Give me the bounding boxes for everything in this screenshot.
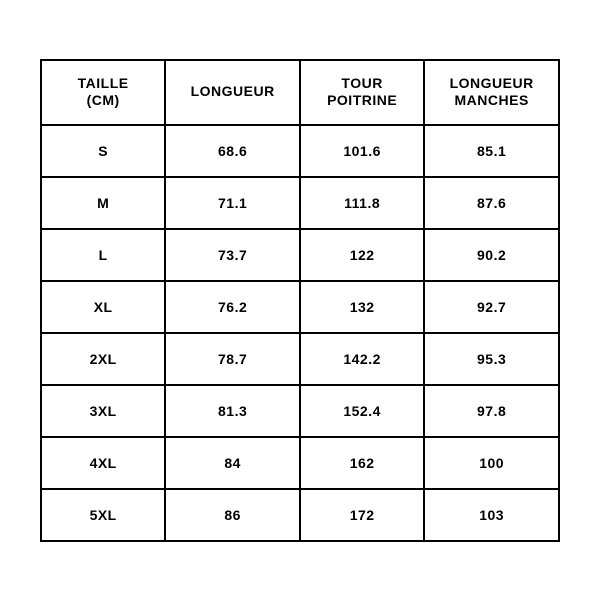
cell-manches: 100 <box>424 437 559 489</box>
cell-size: S <box>41 125 165 177</box>
cell-poitrine: 162 <box>300 437 424 489</box>
col-header-longueur: LONGUEUR <box>165 60 300 125</box>
cell-longueur: 81.3 <box>165 385 300 437</box>
cell-longueur: 73.7 <box>165 229 300 281</box>
cell-longueur: 71.1 <box>165 177 300 229</box>
cell-longueur: 68.6 <box>165 125 300 177</box>
cell-manches: 85.1 <box>424 125 559 177</box>
cell-poitrine: 172 <box>300 489 424 541</box>
cell-size: 5XL <box>41 489 165 541</box>
table-row: 3XL 81.3 152.4 97.8 <box>41 385 559 437</box>
table-row: L 73.7 122 90.2 <box>41 229 559 281</box>
cell-manches: 95.3 <box>424 333 559 385</box>
table-container: TAILLE(CM) LONGUEUR TOURPOITRINE LONGUEU… <box>0 0 600 600</box>
table-row: 5XL 86 172 103 <box>41 489 559 541</box>
cell-manches: 87.6 <box>424 177 559 229</box>
cell-size: XL <box>41 281 165 333</box>
cell-poitrine: 101.6 <box>300 125 424 177</box>
cell-manches: 97.8 <box>424 385 559 437</box>
cell-longueur: 78.7 <box>165 333 300 385</box>
table-head: TAILLE(CM) LONGUEUR TOURPOITRINE LONGUEU… <box>41 60 559 125</box>
cell-poitrine: 122 <box>300 229 424 281</box>
cell-manches: 90.2 <box>424 229 559 281</box>
cell-size: L <box>41 229 165 281</box>
cell-longueur: 84 <box>165 437 300 489</box>
table-row: M 71.1 111.8 87.6 <box>41 177 559 229</box>
cell-poitrine: 111.8 <box>300 177 424 229</box>
cell-manches: 92.7 <box>424 281 559 333</box>
cell-poitrine: 132 <box>300 281 424 333</box>
table-row: 4XL 84 162 100 <box>41 437 559 489</box>
cell-manches: 103 <box>424 489 559 541</box>
cell-size: 2XL <box>41 333 165 385</box>
size-chart-table: TAILLE(CM) LONGUEUR TOURPOITRINE LONGUEU… <box>40 59 560 542</box>
cell-size: M <box>41 177 165 229</box>
table-row: S 68.6 101.6 85.1 <box>41 125 559 177</box>
col-header-taille: TAILLE(CM) <box>41 60 165 125</box>
table-row: 2XL 78.7 142.2 95.3 <box>41 333 559 385</box>
cell-longueur: 86 <box>165 489 300 541</box>
table-row: XL 76.2 132 92.7 <box>41 281 559 333</box>
cell-size: 3XL <box>41 385 165 437</box>
cell-poitrine: 152.4 <box>300 385 424 437</box>
col-header-manches: LONGUEURMANCHES <box>424 60 559 125</box>
cell-size: 4XL <box>41 437 165 489</box>
table-header-row: TAILLE(CM) LONGUEUR TOURPOITRINE LONGUEU… <box>41 60 559 125</box>
cell-longueur: 76.2 <box>165 281 300 333</box>
col-header-poitrine: TOURPOITRINE <box>300 60 424 125</box>
table-body: S 68.6 101.6 85.1 M 71.1 111.8 87.6 L 73… <box>41 125 559 541</box>
cell-poitrine: 142.2 <box>300 333 424 385</box>
